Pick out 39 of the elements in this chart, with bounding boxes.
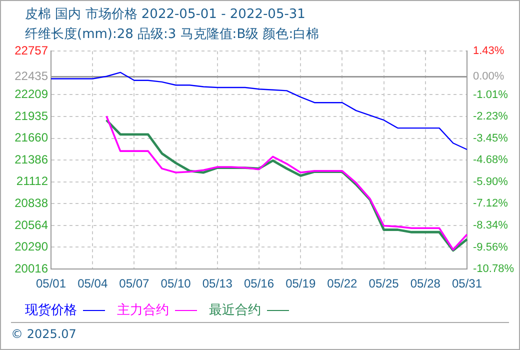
y-tick-label: 20838 <box>14 196 48 210</box>
legend-label: 主力合约 <box>117 303 169 318</box>
text: © 2025.07 <box>11 327 76 341</box>
y-tick-label: 21112 <box>16 174 48 188</box>
y-tick-label: 20290 <box>14 240 48 254</box>
legend-label: 现货价格 <box>25 303 77 318</box>
legend-label: 最近合约 <box>209 303 261 318</box>
y2-tick-label: -8.34% <box>473 220 508 232</box>
y2-tick-label: 1.43% <box>473 45 504 58</box>
x-tick-label: 05/25 <box>368 276 400 291</box>
y2-tick-label: 0.00% <box>473 70 504 83</box>
y-tick-label: 22757 <box>14 44 48 58</box>
x-tick-label: 05/16 <box>244 276 274 291</box>
x-tick-label: 05/13 <box>202 276 233 291</box>
y2-tick-label: -2.23% <box>473 110 508 123</box>
x-tick-label: 05/22 <box>327 276 358 291</box>
y-tick-label: 20016 <box>14 261 48 276</box>
y-tick-label: 22435 <box>14 69 48 84</box>
y2-tick-label: -9.56% <box>473 241 508 254</box>
x-tick-label: 05/01 <box>36 276 66 291</box>
y2-tick-label: -3.45% <box>473 132 508 144</box>
y2-tick-label: -10.78% <box>473 263 514 276</box>
x-tick-label: 05/19 <box>286 276 316 291</box>
y2-tick-label: -5.90% <box>473 176 508 188</box>
x-tick-label: 05/07 <box>119 276 150 291</box>
y-tick-label: 20564 <box>14 218 48 232</box>
x-tick-label: 05/31 <box>452 276 482 291</box>
y-tick-label: 21935 <box>14 108 48 123</box>
y2-tick-label: -7.12% <box>473 198 508 210</box>
x-tick-label: 05/10 <box>160 276 192 291</box>
y2-tick-label: -4.68% <box>473 154 508 166</box>
y2-tick-label: -1.01% <box>473 88 508 101</box>
y-tick-label: 21386 <box>14 152 48 166</box>
x-tick-label: 05/04 <box>78 276 108 291</box>
x-tick-label: 05/28 <box>410 276 441 291</box>
chart-subtitle: 纤维长度(mm):28 品级:3 马克隆值:B级 颜色:白棉 <box>25 26 320 43</box>
chart-title: 皮棉 国内 市场价格 2022-05-01 - 2022-05-31 <box>25 6 306 23</box>
y-tick-label: 22209 <box>14 87 48 102</box>
y-tick-label: 21660 <box>14 130 48 145</box>
